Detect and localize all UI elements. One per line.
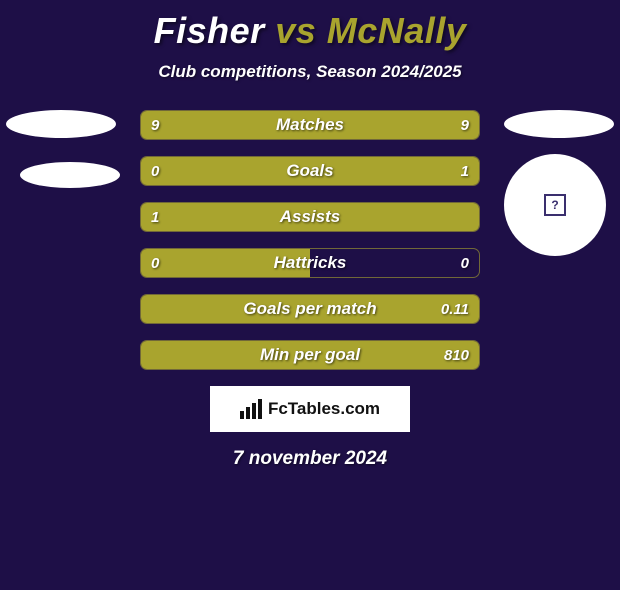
badge-icon: ? [544,194,566,216]
badge-glyph: ? [551,198,558,212]
brand-bars-icon [240,399,262,419]
stat-bar-right-fill [202,341,479,369]
stat-bar-right-fill [202,295,479,323]
stat-value-right: 0 [461,249,469,277]
decoration-ellipse-left-1 [6,110,116,138]
stat-value-right: 0.11 [441,295,469,323]
date-text: 7 november 2024 [0,448,620,470]
stat-bar-right-fill [310,111,479,139]
title-player1: Fisher [154,10,265,51]
subtitle: Club competitions, Season 2024/2025 [0,62,620,82]
stat-value-right: 9 [461,111,469,139]
stat-bar-left-fill [141,111,310,139]
stat-value-left: 0 [151,157,159,185]
stat-row: 99Matches [140,110,480,140]
stat-row: 810Min per goal [140,340,480,370]
stat-row: 01Goals [140,156,480,186]
stage: ? 99Matches01Goals1Assists00Hattricks0.1… [0,110,620,470]
stat-bar-left-fill [141,203,479,231]
stat-bar-left-fill [141,249,310,277]
stat-value-right: 810 [444,341,469,369]
stat-bars: 99Matches01Goals1Assists00Hattricks0.11G… [140,110,480,370]
stat-bar-left-fill [141,341,202,369]
stat-value-left: 0 [151,249,159,277]
stat-row: 1Assists [140,202,480,232]
title-vs: vs [275,10,316,51]
stat-row: 00Hattricks [140,248,480,278]
brand-text: FcTables.com [268,399,380,419]
decoration-ellipse-right-1 [504,110,614,138]
stat-value-right: 1 [461,157,469,185]
stat-bar-left-fill [141,295,202,323]
stat-value-left: 9 [151,111,159,139]
decoration-circle-right: ? [504,154,606,256]
stat-value-left: 1 [151,203,159,231]
stat-bar-right-fill [202,157,479,185]
page-title: Fisher vs McNally [0,10,620,52]
stat-row: 0.11Goals per match [140,294,480,324]
decoration-ellipse-left-2 [20,162,120,188]
brand-badge: FcTables.com [210,386,410,432]
title-player2: McNally [327,10,467,51]
